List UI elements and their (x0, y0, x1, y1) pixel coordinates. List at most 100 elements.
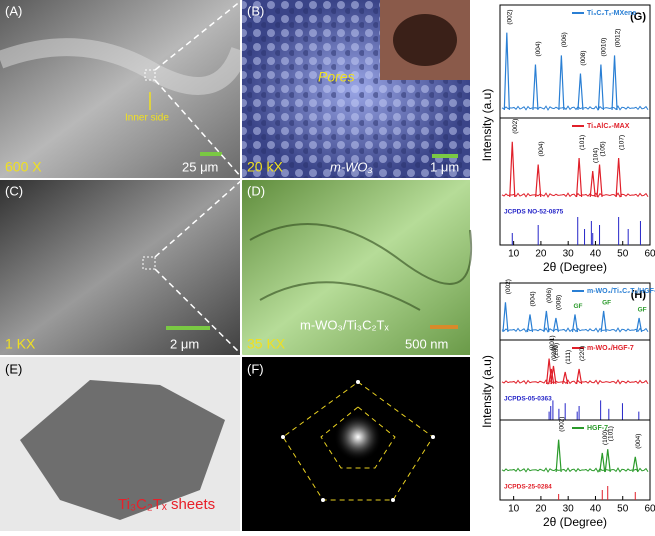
panel-label: (B) (247, 3, 264, 18)
panel-e: (E) Ti₃C₂Tₓ sheets (0, 357, 240, 531)
y-axis-label: Intensity (a.u) (480, 89, 494, 162)
scale-label: 500 nm (405, 336, 448, 351)
magnification: 35 KX (247, 336, 286, 352)
peak-label: (020) (551, 346, 558, 361)
peak (611, 55, 618, 111)
peak-label: (200) (553, 343, 560, 358)
x-tick-label: 20 (535, 249, 547, 260)
caption: Ti₃C₂Tₓ sheets (118, 496, 215, 513)
peak-label: (004) (535, 41, 542, 56)
peak-label: (101) (607, 426, 614, 441)
peak (532, 64, 539, 111)
peak (503, 32, 510, 111)
peak-label: (111) (565, 350, 572, 364)
peak-label: (004) (530, 291, 537, 306)
peak (604, 449, 611, 473)
x-tick-label: 60 (644, 504, 655, 515)
plot-frame (499, 282, 651, 501)
x-tick-label: 50 (617, 504, 629, 515)
x-tick-label: 50 (617, 249, 629, 260)
x-tick-label: 60 (644, 249, 655, 260)
charts: (G) Intensity (a.u) 2θ (Degree) 10 20 30 40 50 6… (480, 4, 655, 529)
peak-label: GF (573, 303, 582, 310)
baseline (501, 105, 649, 111)
peak (575, 157, 583, 198)
peak (548, 368, 555, 385)
material: m-WO₃ (330, 159, 373, 174)
reference-label: JCPDS-25-0284 (504, 484, 552, 491)
scale-label: 1 μm (430, 159, 459, 174)
peak (509, 141, 516, 198)
peak (636, 317, 643, 333)
peak-label: (101) (579, 135, 586, 150)
peak (575, 368, 583, 385)
plot-frame (499, 4, 651, 246)
x-tick-label: 40 (590, 249, 602, 260)
peak (535, 164, 542, 198)
peak-label: (107) (618, 135, 625, 150)
scale-label: 2 μm (170, 336, 199, 351)
x-axis-label: 2θ (Degree) (543, 515, 607, 529)
peak (589, 170, 596, 198)
panel-a: (A) Inner side 600 X 25 μm (0, 0, 249, 178)
panel-label: (C) (5, 183, 23, 198)
baseline (501, 192, 649, 198)
peak-label: (006) (561, 32, 568, 47)
legend-label: m-WO₃/Ti₃C₂Tₓ/HGF-7 (587, 288, 655, 295)
x-tick-label: 10 (508, 504, 520, 515)
peak (543, 310, 550, 333)
legend-label: HGF-7 (587, 425, 608, 432)
peak (550, 365, 557, 385)
peak (562, 371, 569, 385)
reference-label: JCPDS NO-52-0875 (504, 209, 564, 216)
peak-label: (002) (558, 417, 565, 432)
peak (552, 317, 559, 333)
peak (558, 55, 565, 111)
peak (502, 302, 509, 333)
zoom-lines (154, 0, 243, 356)
peak-label: GF (602, 300, 611, 307)
peak-label: (0012) (614, 29, 621, 48)
y-axis-label: Intensity (a.u) (480, 355, 494, 428)
panel-label: (E) (5, 361, 22, 376)
x-tick-label: 10 (508, 249, 520, 260)
peak (577, 73, 584, 111)
peak (600, 310, 607, 333)
peak-label: (104) (592, 148, 599, 163)
peak (615, 157, 622, 198)
peak (526, 314, 534, 333)
baseline (501, 379, 649, 385)
legend-label: Ti₃C₂Tₓ-MXene (587, 10, 636, 17)
peak-label: (0010) (601, 38, 608, 57)
baseline (501, 467, 649, 473)
annotation: Inner side (125, 113, 169, 124)
x-tick-label: 40 (590, 504, 602, 515)
magnification: 600 X (5, 159, 42, 175)
peak-label: (100) (602, 430, 609, 445)
panel-b: (B) Pores 20 kX m-WO₃ 1 μm (242, 0, 470, 178)
x-tick-label: 30 (563, 249, 575, 260)
panel-label: (G) (630, 11, 646, 23)
peak (571, 314, 579, 333)
legend-label: Ti₃AlC₂-MAX (587, 123, 630, 130)
legend-label: m-WO₃/HGF-7 (587, 345, 634, 352)
peak-label: (002) (507, 9, 514, 24)
peak-label: (105) (599, 141, 606, 156)
panel-d: (D) m-WO₃/Ti₃C₂Tₓ 35 KX 500 nm (242, 180, 473, 355)
peak-label: (220) (579, 346, 586, 361)
reference-label: JCPDS-05-0363 (504, 396, 552, 403)
peak-label: (002) (505, 279, 512, 294)
peak-label: (004) (538, 141, 545, 156)
peak-label: (004) (635, 434, 642, 449)
magnification: 20 kX (247, 159, 283, 175)
x-tick-label: 20 (535, 504, 547, 515)
x-axis-label: 2θ (Degree) (543, 260, 607, 274)
annotation: Pores (318, 69, 355, 85)
scale-label: 25 μm (182, 159, 218, 174)
peak-label: GF (638, 307, 647, 314)
peak-label: (008) (556, 295, 563, 310)
peak-label: (006) (546, 288, 553, 303)
peak (632, 456, 639, 473)
panel-label: (A) (5, 3, 22, 18)
